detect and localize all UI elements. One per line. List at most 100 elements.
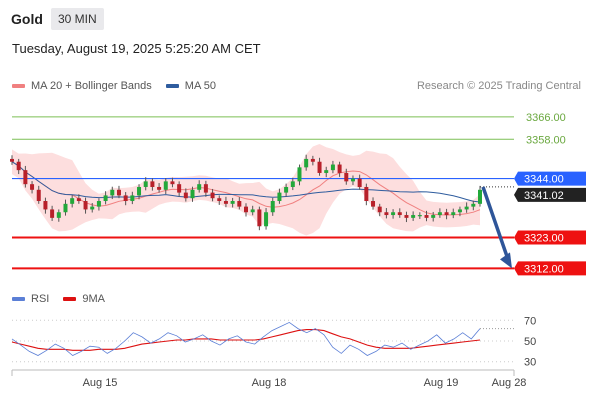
candle — [237, 197, 242, 210]
candle-body — [437, 212, 442, 216]
candle-body — [297, 167, 302, 182]
candle — [230, 197, 235, 208]
legend-swatch — [12, 84, 25, 89]
rsi-line — [11, 321, 481, 356]
candle-body — [16, 161, 21, 171]
candle-body — [96, 201, 101, 207]
main-legend: MA 20 + Bollinger Bands MA 50 — [12, 80, 230, 92]
candle-body — [337, 164, 342, 173]
candle — [50, 205, 55, 221]
candle-body — [137, 186, 142, 196]
candle — [257, 206, 262, 231]
candle-body — [90, 206, 95, 210]
candle — [337, 161, 342, 177]
candle — [437, 208, 442, 218]
candle-body — [237, 201, 242, 207]
copyright-text: Research © 2025 Trading Central — [416, 80, 581, 92]
timestamp: Tuesday, August 19, 2025 5:25:20 AM CET — [12, 41, 261, 56]
candle-body — [330, 164, 335, 171]
candle-body — [183, 192, 188, 199]
candle — [203, 180, 208, 197]
candle — [116, 185, 121, 199]
candle-body — [76, 198, 81, 202]
candle-body — [123, 195, 128, 202]
candle-body — [257, 209, 262, 227]
candle-body — [130, 195, 135, 202]
candle — [284, 183, 289, 197]
ma20-line — [11, 161, 481, 216]
ma50-line — [11, 161, 481, 203]
candle-body — [83, 201, 88, 210]
candle — [384, 208, 389, 219]
resistance-label: 3366.00 — [526, 112, 566, 124]
candle — [404, 211, 409, 223]
candle-body — [478, 189, 482, 204]
candle-body — [116, 189, 121, 196]
candle — [431, 211, 436, 222]
candle-body — [43, 201, 48, 210]
support-price-tag: 3312.00 — [514, 261, 586, 276]
candle-body — [30, 184, 35, 190]
candle — [76, 194, 81, 204]
candle — [110, 186, 115, 200]
candle — [10, 155, 14, 165]
candle — [223, 196, 228, 208]
x-tick-label: Aug 19 — [424, 377, 459, 389]
candle-body — [250, 209, 255, 213]
candle-body — [270, 201, 275, 213]
candle — [364, 183, 369, 206]
candle — [357, 174, 362, 190]
candle — [451, 208, 456, 219]
candle — [30, 181, 35, 194]
pivot-price-tag-bg — [514, 171, 586, 186]
rsi-legend: RSI 9MA — [12, 293, 119, 305]
candle-body — [424, 215, 429, 218]
x-tick-label: Aug 28 — [492, 377, 527, 389]
candle — [177, 181, 182, 197]
candle-body — [50, 209, 55, 218]
resistance-label: 3358.00 — [526, 134, 566, 146]
candle — [297, 164, 302, 186]
support-price-tag-bg — [514, 230, 586, 245]
candle-body — [317, 161, 322, 173]
candle-body — [377, 206, 382, 213]
candle — [36, 185, 41, 204]
candle — [103, 191, 108, 205]
candle-body — [324, 170, 329, 173]
support-price-tag: 3323.00 — [514, 230, 586, 245]
pivot-price-tag-text: 3344.00 — [524, 174, 564, 186]
timeframe-selector[interactable]: 30 MIN — [51, 8, 104, 30]
pivot-price-tag: 3344.00 — [514, 171, 586, 186]
candle-body — [163, 181, 168, 190]
candle — [150, 178, 155, 191]
candle-body — [157, 186, 162, 190]
candle-body — [63, 203, 68, 213]
candle — [183, 188, 188, 202]
rsi-tick-label: 30 — [524, 357, 536, 369]
legend-ma50: MA 50 — [165, 80, 216, 92]
candle-body — [290, 181, 295, 187]
candle-body — [451, 212, 456, 216]
candle — [290, 177, 295, 191]
candle — [304, 154, 309, 171]
candle-body — [197, 184, 202, 190]
candle-body — [444, 212, 449, 216]
candle — [424, 210, 429, 222]
candle-body — [344, 172, 349, 182]
candle — [411, 211, 416, 221]
candle — [350, 175, 355, 186]
legend-rsi-9ma: 9MA — [63, 293, 105, 305]
legend-label: MA 50 — [184, 80, 216, 92]
candle-body — [70, 198, 75, 204]
candle — [163, 178, 168, 194]
current-price-tag-bg — [514, 187, 586, 202]
candle — [217, 195, 222, 205]
candle — [277, 188, 282, 204]
candle-body — [230, 201, 235, 204]
candle-body — [284, 186, 289, 193]
x-tick-label: Aug 18 — [252, 377, 287, 389]
legend-swatch — [63, 297, 77, 302]
candle — [143, 177, 148, 191]
legend-rsi: RSI — [12, 293, 49, 305]
